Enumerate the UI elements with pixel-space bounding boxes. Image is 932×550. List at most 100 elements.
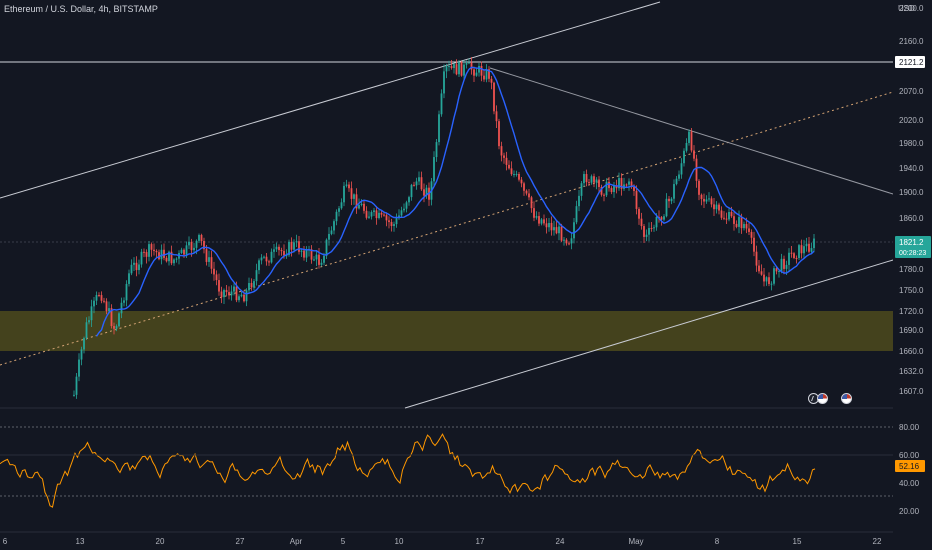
candle-body xyxy=(335,211,338,222)
candle-body xyxy=(648,227,650,235)
channel-lower-line[interactable] xyxy=(404,259,894,409)
candle-body xyxy=(88,320,90,323)
candle-body xyxy=(310,249,313,260)
candle-body xyxy=(748,228,750,232)
candle-body xyxy=(315,254,318,260)
candle-body xyxy=(558,226,560,234)
candle-body xyxy=(260,257,263,261)
candle-body xyxy=(90,306,93,321)
candle-body xyxy=(473,69,475,76)
candle-body xyxy=(395,218,398,225)
candle-body xyxy=(793,253,795,258)
candle-body xyxy=(380,212,383,215)
candle-body xyxy=(115,326,118,329)
us-flag-icon[interactable] xyxy=(817,393,828,404)
candle-body xyxy=(293,242,295,250)
candle-body xyxy=(678,174,680,179)
candle-body xyxy=(560,226,563,241)
channel-upper-line[interactable] xyxy=(0,1,661,199)
candle-body xyxy=(605,181,608,196)
channel-midline[interactable] xyxy=(0,91,894,366)
candle-body xyxy=(795,257,798,259)
candle-body xyxy=(388,220,390,223)
candle-body xyxy=(385,215,388,221)
symbol-title[interactable]: Ethereum / U.S. Dollar, 4h, BITSTAMP xyxy=(4,4,158,14)
candle-body xyxy=(745,224,748,229)
candle-body xyxy=(350,188,353,199)
candle-body xyxy=(663,216,665,220)
candle-body xyxy=(143,251,145,253)
candle-body xyxy=(675,178,678,185)
candle-body xyxy=(500,146,503,156)
candle-body xyxy=(220,291,223,298)
candle-body xyxy=(300,250,303,252)
candle-body xyxy=(280,250,283,252)
candle-body xyxy=(375,210,378,219)
time-axis-label: 8 xyxy=(715,537,720,546)
time-axis[interactable]: 6 13 20 27 Apr 5 10 17 24 May 8 15 22 xyxy=(3,537,882,546)
us-flag-icon[interactable] xyxy=(841,393,852,404)
candle-body xyxy=(98,294,100,296)
candle-body xyxy=(460,62,463,76)
candle-body xyxy=(595,179,598,183)
candle-body xyxy=(415,181,418,186)
candle-body xyxy=(715,204,718,210)
candle-body xyxy=(123,300,125,303)
candle-body xyxy=(628,181,630,185)
candle-body xyxy=(155,250,158,253)
candle-body xyxy=(190,241,193,251)
price-tick-label: 1632.0 xyxy=(899,367,924,376)
candle-body xyxy=(690,131,693,151)
candle-body xyxy=(453,64,455,69)
candle-body xyxy=(323,255,325,263)
rsi-value-tag-text: 52.16 xyxy=(899,462,920,471)
candle-body xyxy=(325,239,328,256)
candle-body xyxy=(95,294,98,301)
candle-body xyxy=(275,246,278,250)
candle-body xyxy=(373,210,375,213)
last-price-tag-text: 1821.2 xyxy=(899,238,924,247)
candlestick-series[interactable] xyxy=(73,57,815,399)
candle-body xyxy=(698,180,700,195)
candle-body xyxy=(518,173,520,180)
candle-body xyxy=(780,258,783,271)
candle-body xyxy=(243,294,245,302)
candle-body xyxy=(225,289,228,293)
candle-body xyxy=(365,210,368,218)
rsi-tick-label: 80.00 xyxy=(899,423,920,432)
candle-body xyxy=(550,222,553,231)
candle-body xyxy=(520,179,523,184)
candle-body xyxy=(760,271,763,275)
candle-body xyxy=(528,193,530,198)
candle-body xyxy=(535,216,538,218)
rsi-tick-label: 60.00 xyxy=(899,451,920,460)
candle-body xyxy=(478,65,480,73)
candle-body xyxy=(670,198,673,202)
candle-body xyxy=(805,243,808,247)
candle-body xyxy=(223,289,225,298)
candle-body xyxy=(653,227,655,229)
candle-body xyxy=(763,274,765,282)
candle-body xyxy=(565,239,568,244)
candle-body xyxy=(230,291,233,296)
price-tick-label: 1940.0 xyxy=(899,164,924,173)
candle-body xyxy=(730,211,733,217)
candle-body xyxy=(283,251,285,256)
support-zone[interactable] xyxy=(0,311,893,351)
candle-body xyxy=(245,290,248,302)
candle-body xyxy=(530,197,533,209)
price-axis-ticks: 2200.0 2160.0 2070.0 2020.0 1980.0 1940.0 1900… xyxy=(899,4,924,396)
candle-body xyxy=(403,208,405,211)
candle-body xyxy=(210,257,213,269)
price-axis[interactable] xyxy=(893,0,932,550)
candle-body xyxy=(360,203,363,205)
candle-body xyxy=(433,157,435,182)
price-tick-label: 2200.0 xyxy=(899,4,924,13)
candle-body xyxy=(305,250,308,258)
price-tick-label: 1900.0 xyxy=(899,188,924,197)
candle-body xyxy=(580,183,583,196)
candle-body xyxy=(635,190,638,209)
price-tick-label: 1660.0 xyxy=(899,347,924,356)
candle-body xyxy=(643,226,645,237)
